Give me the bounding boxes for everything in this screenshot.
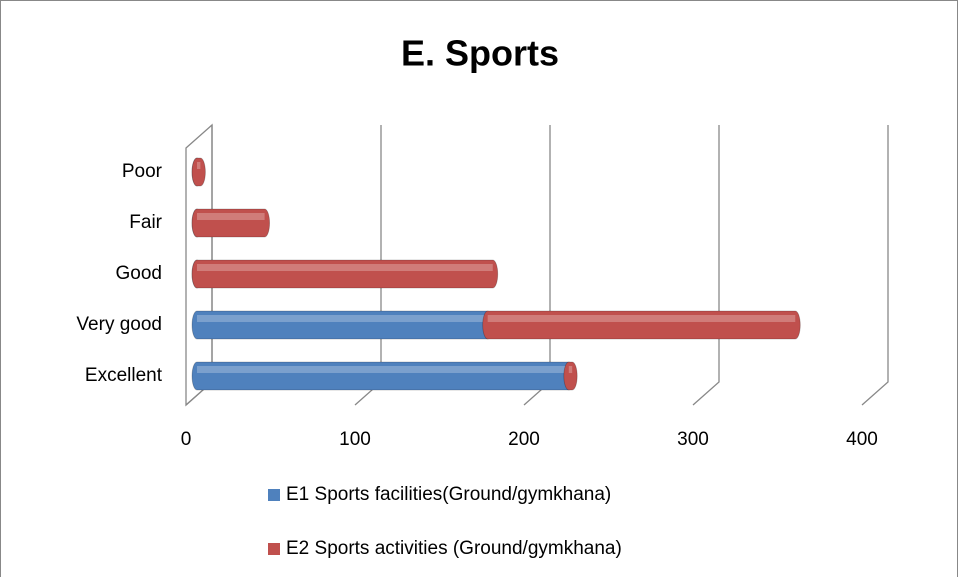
- grid-line: [692, 125, 720, 406]
- bar: [191, 157, 206, 187]
- grid-line: [861, 125, 889, 406]
- y-tick-label: Excellent: [85, 365, 163, 386]
- y-tick-label: Fair: [129, 212, 162, 233]
- y-tick-label: Poor: [122, 161, 163, 182]
- bar: [563, 361, 578, 391]
- bar-highlight: [197, 213, 265, 220]
- bar: [482, 310, 801, 340]
- legend-label: E2 Sports activities (Ground/gymkhana): [286, 538, 622, 559]
- x-tick-label: 100: [339, 429, 371, 450]
- bar-highlight: [487, 315, 796, 322]
- legend-swatch: [268, 543, 280, 555]
- bar: [191, 259, 499, 289]
- x-tick-label: 400: [846, 429, 878, 450]
- x-tick-label: 0: [181, 429, 192, 450]
- bar-highlight: [197, 366, 569, 373]
- x-tick-label: 200: [508, 429, 540, 450]
- bar-highlight: [568, 366, 573, 373]
- bar-highlight: [197, 315, 488, 322]
- legend-label: E1 Sports facilities(Ground/gymkhana): [286, 484, 611, 505]
- y-tick-label: Good: [116, 263, 162, 284]
- y-tick-label: Very good: [76, 314, 162, 335]
- legend-swatch: [268, 489, 280, 501]
- bar: [191, 208, 270, 238]
- x-tick-label: 300: [677, 429, 709, 450]
- bar-highlight: [197, 264, 493, 271]
- bar-highlight: [197, 162, 201, 169]
- chart-title: E. Sports: [401, 33, 559, 74]
